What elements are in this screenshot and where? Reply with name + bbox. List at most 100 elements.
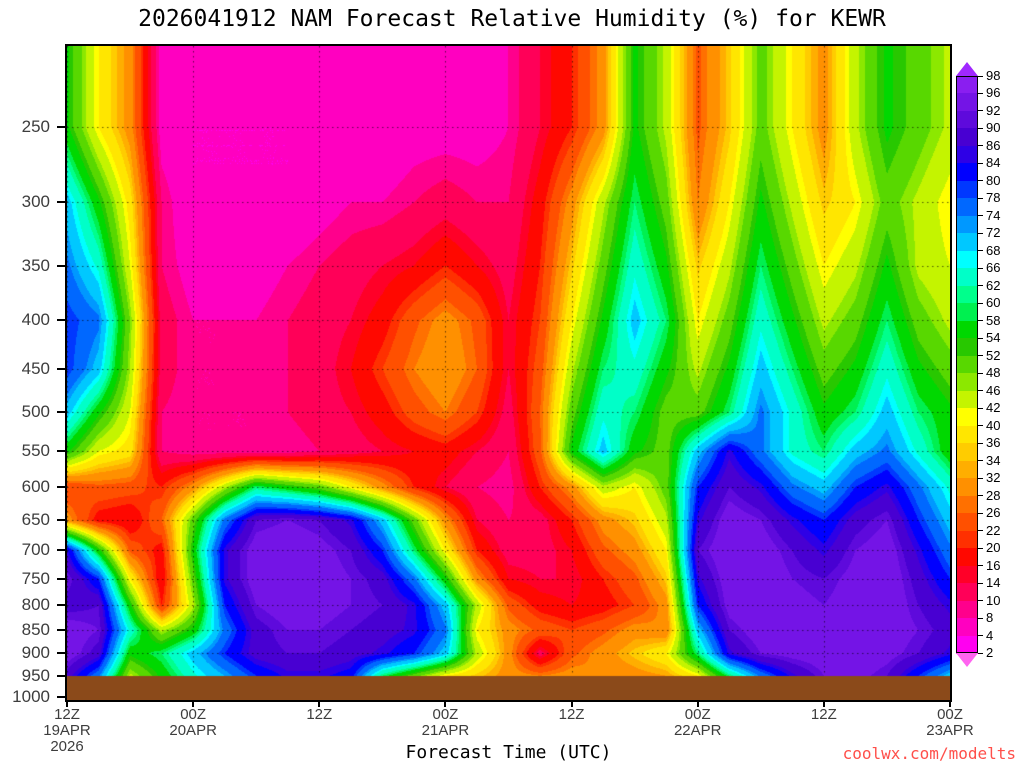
pressure-axis: 250 300 350 400 450 500 550 600 650 700 750 800 850 9… <box>0 46 67 706</box>
colorbar-tick <box>978 232 983 234</box>
y-axis-tick <box>57 319 65 322</box>
y-axis-tick <box>57 450 65 453</box>
time-tick-label: 00Z <box>937 706 963 723</box>
pressure-tick-label: 550 <box>21 441 50 461</box>
colorbar-value-label: 98 <box>986 68 1001 83</box>
colorbar-band <box>956 303 978 322</box>
colorbar-band <box>956 425 978 444</box>
colorbar-tick <box>978 162 983 164</box>
x-axis-title: Forecast Time (UTC) <box>405 742 612 763</box>
colorbar-tick <box>978 302 983 304</box>
colorbar-band <box>956 320 978 339</box>
colorbar-tick <box>978 250 983 252</box>
colorbar-band <box>956 180 978 199</box>
watermark-link[interactable]: coolwx.com/modelts <box>842 744 1016 763</box>
colorbar-tick <box>978 442 983 444</box>
time-tick-label: 12Z <box>810 706 837 723</box>
colorbar-value-label: 26 <box>986 505 1001 521</box>
colorbar-tick <box>978 652 983 654</box>
year-tick-label: 2026 <box>50 738 84 755</box>
colorbar-band <box>956 530 978 549</box>
y-axis-tick <box>57 367 65 370</box>
colorbar-tick <box>978 110 983 112</box>
colorbar-tick <box>978 127 983 129</box>
pressure-tick-label: 450 <box>21 358 50 378</box>
y-axis-tick <box>57 518 65 521</box>
date-tick-label: 21APR <box>421 722 470 739</box>
colorbar-band <box>956 565 978 584</box>
pressure-tick-label: 900 <box>21 643 50 663</box>
colorbar-tick <box>978 617 983 619</box>
colorbar-band <box>956 215 978 234</box>
colorbar-value-label: 48 <box>986 365 1001 381</box>
colorbar-band <box>956 478 978 497</box>
colorbar-band <box>956 355 978 374</box>
colorbar-band <box>956 600 978 619</box>
x-axis-tick <box>696 700 699 707</box>
x-axis-tick <box>66 700 68 707</box>
colorbar-band <box>956 460 978 479</box>
time-axis: 12Z 19APR 2026 00Z 20APR 12Z 00Z 21APR 12Z 00Z 22A… <box>0 700 1024 768</box>
colorbar-value-label: 62 <box>986 277 1001 293</box>
colorbar-value-label: 72 <box>986 225 1001 241</box>
colorbar-value-label: 46 <box>986 382 1001 398</box>
colorbar-band <box>956 128 978 147</box>
y-axis-tick <box>57 201 65 204</box>
colorbar-tick <box>978 285 983 287</box>
colorbar-value-label: 2 <box>986 645 994 660</box>
colorbar-band <box>956 268 978 287</box>
time-tick-label: 12Z <box>54 706 80 723</box>
colorbar-value-label: 86 <box>986 137 1001 153</box>
colorbar-tick <box>978 215 983 217</box>
y-axis-tick <box>57 652 65 655</box>
colorbar-value-label: 54 <box>986 330 1001 346</box>
y-axis-tick <box>57 577 65 580</box>
pressure-tick-label: 350 <box>21 255 50 275</box>
colorbar-tick <box>978 75 983 77</box>
colorbar-value-label: 68 <box>986 242 1001 258</box>
colorbar-tick <box>978 530 983 532</box>
heatmap-canvas <box>67 46 950 700</box>
pressure-tick-label: 400 <box>21 310 50 330</box>
colorbar-value-label: 52 <box>986 347 1001 363</box>
colorbar-value-label: 36 <box>986 435 1001 451</box>
colorbar-band <box>956 408 978 427</box>
pressure-tick-label: 500 <box>21 402 50 422</box>
colorbar-value-label: 20 <box>986 540 1001 556</box>
colorbar-value-label: 80 <box>986 172 1001 188</box>
colorbar-tick <box>978 92 983 94</box>
colorbar-value-label: 92 <box>986 102 1001 118</box>
colorbar-band <box>956 233 978 252</box>
pressure-tick-label: 600 <box>21 476 50 496</box>
colorbar-band <box>956 390 978 409</box>
colorbar-bottom-arrow <box>956 653 978 667</box>
colorbar-value-label: 58 <box>986 312 1001 328</box>
y-axis-tick <box>57 264 65 267</box>
y-axis-tick <box>57 628 65 631</box>
colorbar-tick <box>978 372 983 374</box>
colorbar-value-label: 14 <box>986 575 1001 591</box>
colorbar-value-label: 42 <box>986 400 1001 416</box>
colorbar-tick <box>978 407 983 409</box>
time-tick-label: 00Z <box>684 706 711 723</box>
x-axis-tick <box>444 700 447 707</box>
colorbar-band <box>956 198 978 217</box>
colorbar-value-label: 32 <box>986 470 1001 486</box>
colorbar-value-label: 22 <box>986 522 1001 538</box>
time-tick-label: 12Z <box>306 706 333 723</box>
colorbar-band <box>956 145 978 165</box>
colorbar-band <box>956 548 978 567</box>
colorbar-tick <box>978 197 983 199</box>
colorbar-band <box>956 513 978 532</box>
colorbar-value-label: 40 <box>986 417 1001 433</box>
pressure-tick-label: 700 <box>21 540 50 560</box>
colorbar-tick <box>978 355 983 357</box>
colorbar-value-label: 60 <box>986 295 1001 311</box>
colorbar-value-label: 34 <box>986 452 1001 468</box>
colorbar-band <box>956 285 978 304</box>
date-tick-label: 22APR <box>673 722 722 739</box>
y-axis-tick <box>57 126 65 129</box>
time-tick-label: 12Z <box>558 706 585 723</box>
colorbar-value-label: 8 <box>986 610 994 626</box>
colorbar-band <box>956 635 978 654</box>
